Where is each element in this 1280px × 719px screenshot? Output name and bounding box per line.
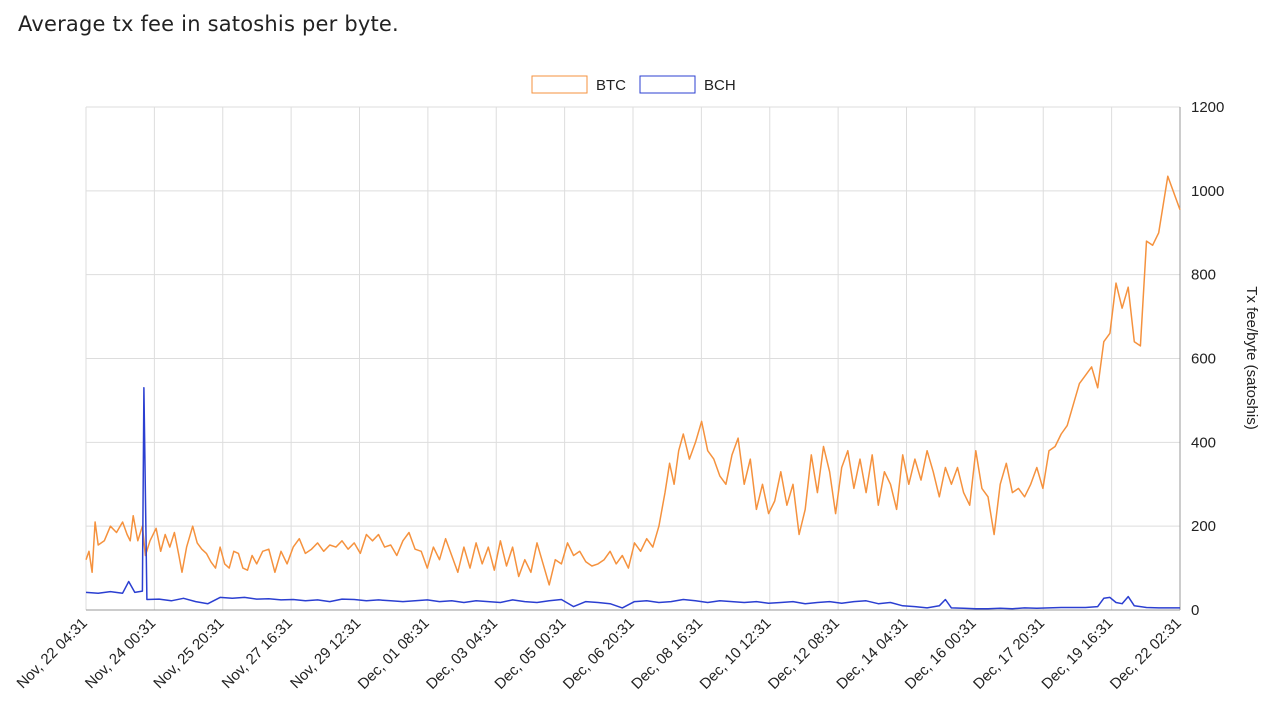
y-tick-label: 600 bbox=[1191, 351, 1216, 368]
y-tick-label: 800 bbox=[1191, 267, 1216, 284]
x-tick-label: Dec, 22 02:31 bbox=[1107, 615, 1185, 693]
x-tick-label: Dec, 14 04:31 bbox=[833, 615, 911, 693]
x-tick-label: Dec, 01 08:31 bbox=[355, 615, 433, 693]
x-tick-label: Dec, 08 16:31 bbox=[628, 615, 706, 693]
legend-swatch-btc bbox=[531, 75, 588, 94]
y-axis-label: Tx fee/byte (satoshis) bbox=[1243, 286, 1260, 429]
x-tick-label: Dec, 17 20:31 bbox=[970, 615, 1048, 693]
series-line-bch bbox=[85, 387, 1180, 610]
y-tick-label: 400 bbox=[1191, 434, 1216, 451]
x-tick-label: Dec, 12 08:31 bbox=[765, 615, 843, 693]
y-tick-label: 1000 bbox=[1191, 183, 1224, 200]
x-tick-label: Dec, 10 12:31 bbox=[697, 615, 775, 693]
y-tick-label: 200 bbox=[1191, 518, 1216, 535]
x-tick-label: Dec, 03 04:31 bbox=[423, 615, 501, 693]
series-line-btc bbox=[85, 175, 1181, 586]
x-tick-label: Nov, 27 16:31 bbox=[219, 615, 296, 692]
x-tick-label: Nov, 25 20:31 bbox=[150, 615, 227, 692]
x-tick-label: Nov, 22 04:31 bbox=[14, 615, 91, 692]
y-tick-label: 1200 bbox=[1191, 99, 1224, 116]
legend-swatch-bch bbox=[639, 75, 696, 94]
page-title: Average tx fee in satoshis per byte. bbox=[18, 12, 399, 36]
legend[interactable]: BTC BCH bbox=[531, 75, 736, 94]
x-tick-label: Dec, 05 00:31 bbox=[491, 615, 569, 693]
y-tick-label: 0 bbox=[1191, 602, 1199, 619]
grid-lines bbox=[85, 106, 1181, 611]
x-tick-label: Dec, 16 00:31 bbox=[902, 615, 980, 693]
legend-label-bch: BCH bbox=[704, 77, 736, 94]
x-tick-label: Nov, 29 12:31 bbox=[287, 615, 364, 692]
axes bbox=[86, 107, 1181, 611]
series-lines bbox=[85, 175, 1181, 610]
x-tick-label: Dec, 06 20:31 bbox=[560, 615, 638, 693]
y-axis-ticks: 0 200 400 600 800 1000 1200 bbox=[1191, 99, 1224, 619]
x-tick-label: Dec, 19 16:31 bbox=[1038, 615, 1116, 693]
legend-label-btc: BTC bbox=[596, 77, 626, 94]
x-tick-label: Nov, 24 00:31 bbox=[82, 615, 159, 692]
